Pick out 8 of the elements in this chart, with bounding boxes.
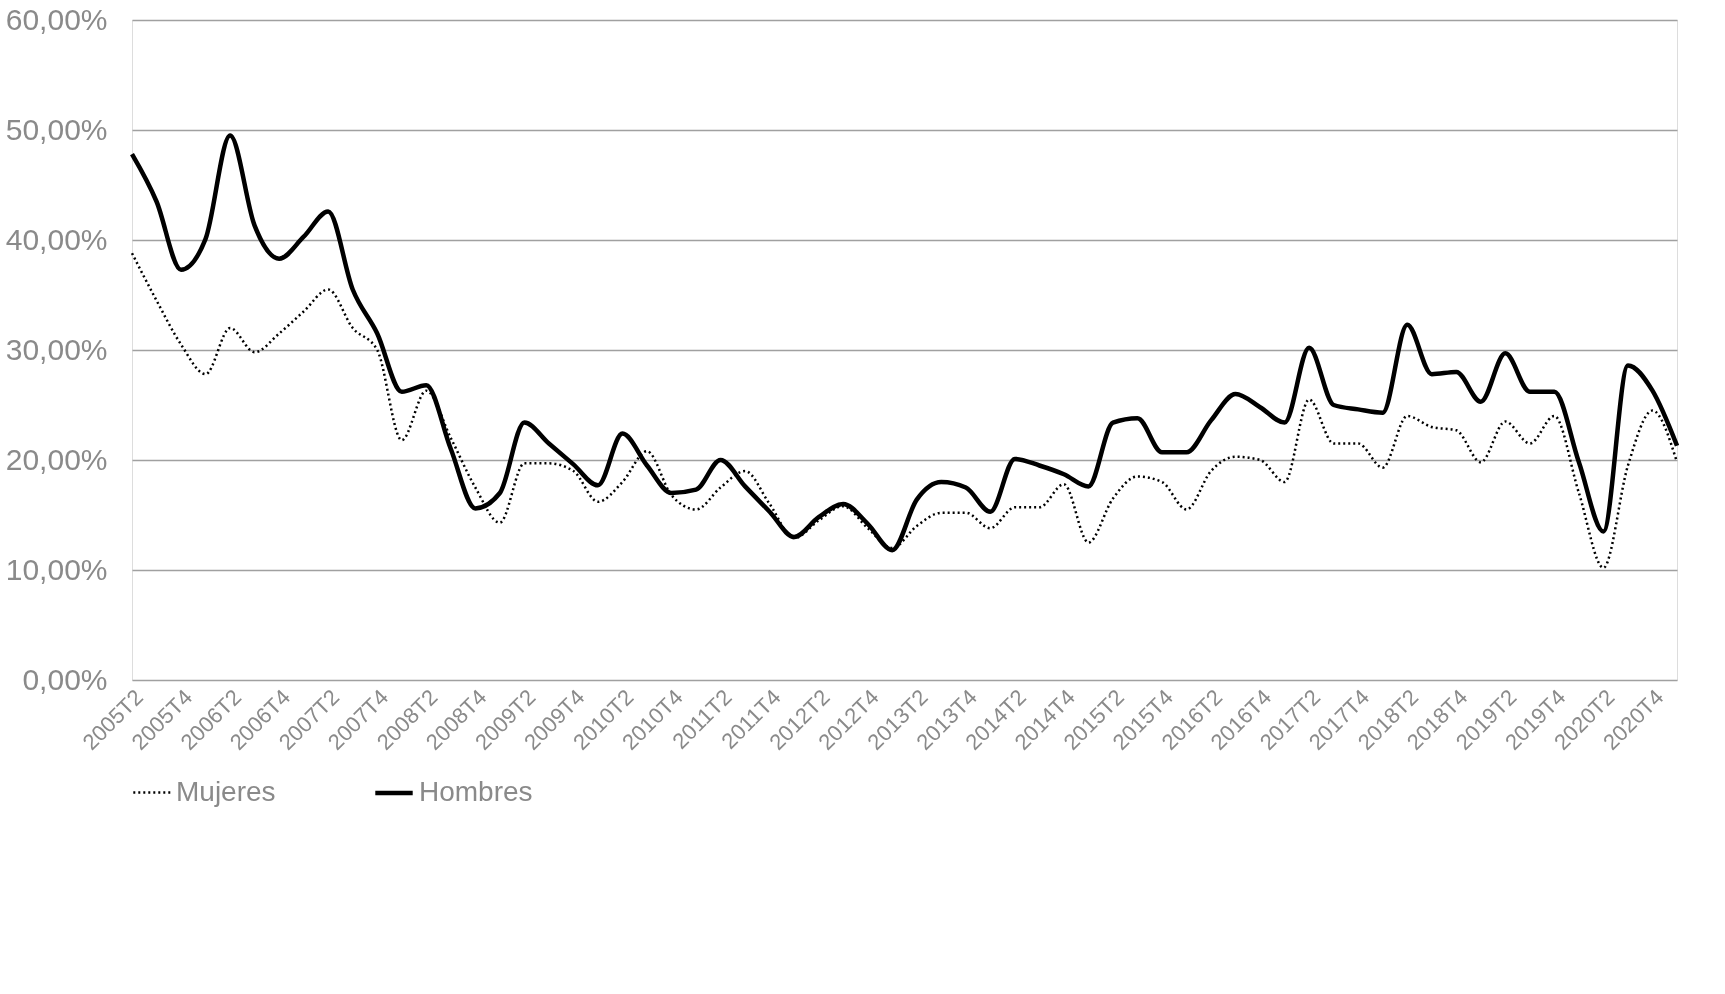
y-tick-label: 20,00% [5, 442, 108, 476]
y-tick-label: 30,00% [5, 332, 108, 366]
y-tick-label: 60,00% [5, 2, 108, 36]
legend-label: Mujeres [176, 775, 276, 807]
y-tick-label: 50,00% [5, 112, 108, 146]
legend-label: Hombres [419, 776, 533, 807]
y-tick-label: 40,00% [5, 222, 108, 256]
y-tick-label: 10,00% [5, 552, 108, 586]
